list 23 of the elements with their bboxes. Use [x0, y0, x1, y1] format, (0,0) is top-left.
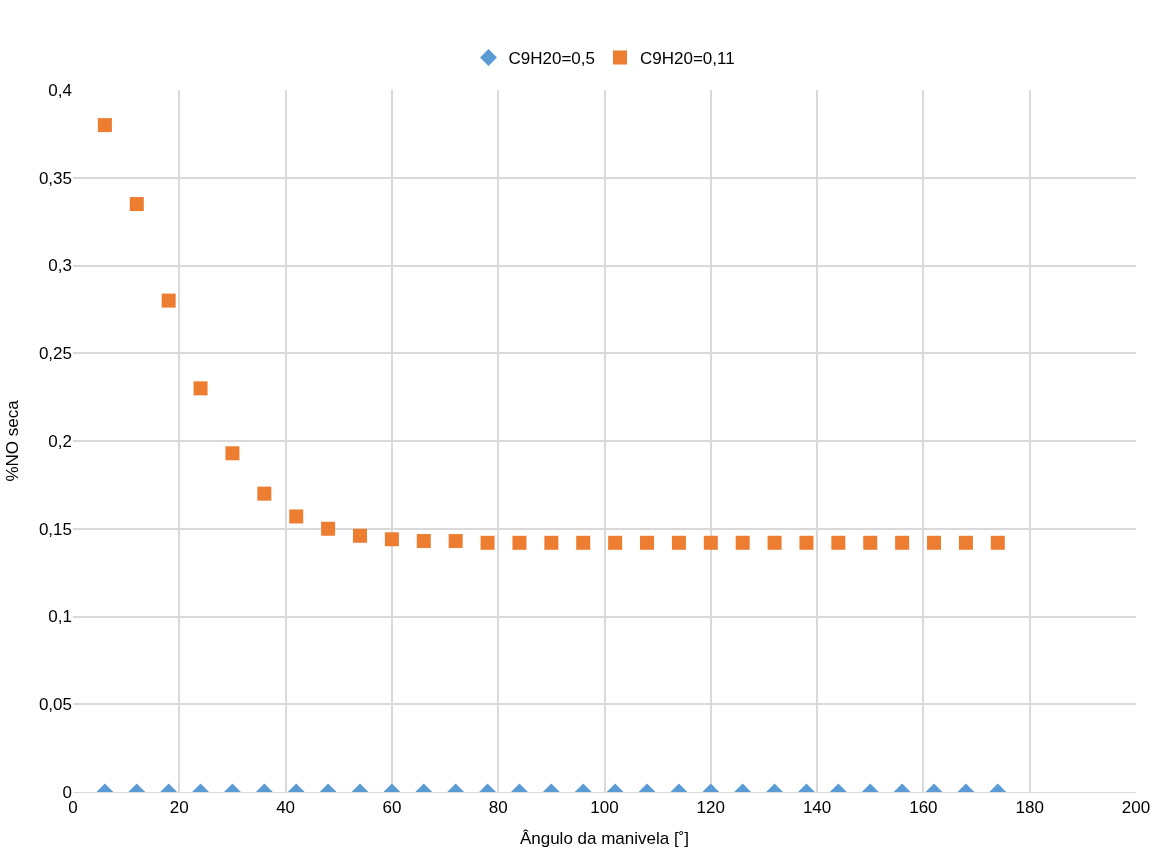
- y-tick-label: 0,05: [38, 695, 72, 715]
- y-tick-label: 0,15: [38, 519, 72, 539]
- x-tick-label: 60: [382, 798, 402, 818]
- y-tick-label: 0,1: [48, 607, 72, 627]
- x-axis-title: Ângulo da manivela [˚]: [519, 828, 690, 848]
- y-tick-label: 0,2: [48, 431, 72, 451]
- x-tick-label: 160: [909, 798, 938, 818]
- x-tick-label: 200: [1121, 798, 1151, 818]
- x-tick-label: 80: [488, 798, 508, 818]
- y-tick-label: 0,25: [38, 344, 72, 364]
- legend-label: C9H20=0,11: [639, 49, 735, 69]
- x-tick-label: 100: [590, 798, 619, 818]
- x-tick-label: 20: [169, 798, 189, 818]
- x-tick-label: 140: [802, 798, 832, 818]
- y-tick-label: 0,3: [48, 256, 72, 276]
- x-tick-label: 40: [276, 798, 296, 818]
- x-tick-label: 120: [696, 798, 725, 818]
- y-tick-label: 0: [62, 782, 72, 802]
- y-tick-label: 0,4: [48, 80, 72, 100]
- legend-label: C9H20=0,5: [508, 49, 595, 69]
- x-tick-label: 180: [1015, 798, 1044, 818]
- y-tick-label: 0,35: [38, 168, 72, 188]
- y-axis-title: %NO seca: [3, 399, 23, 482]
